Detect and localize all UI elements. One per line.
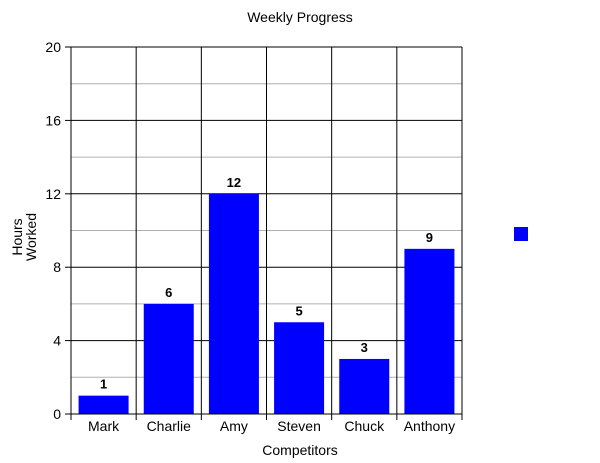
bar-anthony: [404, 248, 455, 414]
legend-swatch: [514, 227, 528, 241]
bar-steven: [274, 322, 325, 414]
x-axis-label: Competitors: [262, 442, 337, 458]
x-tick-label-mark: Mark: [88, 418, 120, 434]
grid-lines: [70, 46, 463, 415]
y-tick-label-4: 16: [45, 112, 61, 128]
y-tick-label-1: 4: [53, 333, 61, 349]
bar-chuck: [339, 358, 390, 414]
chart-title: Weekly Progress: [247, 9, 353, 25]
y-tick-label-2: 8: [53, 259, 61, 275]
y-tick-label-0: 0: [53, 406, 61, 422]
data-label-anthony: 9: [426, 230, 433, 245]
data-label-steven: 5: [295, 303, 302, 318]
bar-amy: [208, 193, 259, 414]
x-tick-label-anthony: Anthony: [404, 418, 455, 434]
data-labels-group: 1 6 12 5 3 9: [100, 175, 433, 392]
data-label-chuck: 3: [361, 340, 368, 355]
x-tick-label-steven: Steven: [277, 418, 321, 434]
x-tick-label-chuck: Chuck: [344, 418, 385, 434]
data-label-mark: 1: [100, 377, 107, 392]
y-tick-label-5: 20: [45, 39, 61, 55]
y-tick-label-3: 12: [45, 186, 61, 202]
y-axis-label: Hours Worked: [9, 213, 39, 261]
data-label-charlie: 6: [165, 285, 172, 300]
x-tick-label-amy: Amy: [220, 418, 248, 434]
y-axis-label-line-2: Worked: [23, 213, 39, 261]
bar-mark: [78, 395, 129, 414]
bar-charlie: [143, 303, 194, 414]
x-tick-label-charlie: Charlie: [147, 418, 192, 434]
bars-group: [78, 193, 455, 414]
y-axis-label-line-1: Hours: [9, 218, 25, 255]
data-label-amy: 12: [227, 175, 241, 190]
